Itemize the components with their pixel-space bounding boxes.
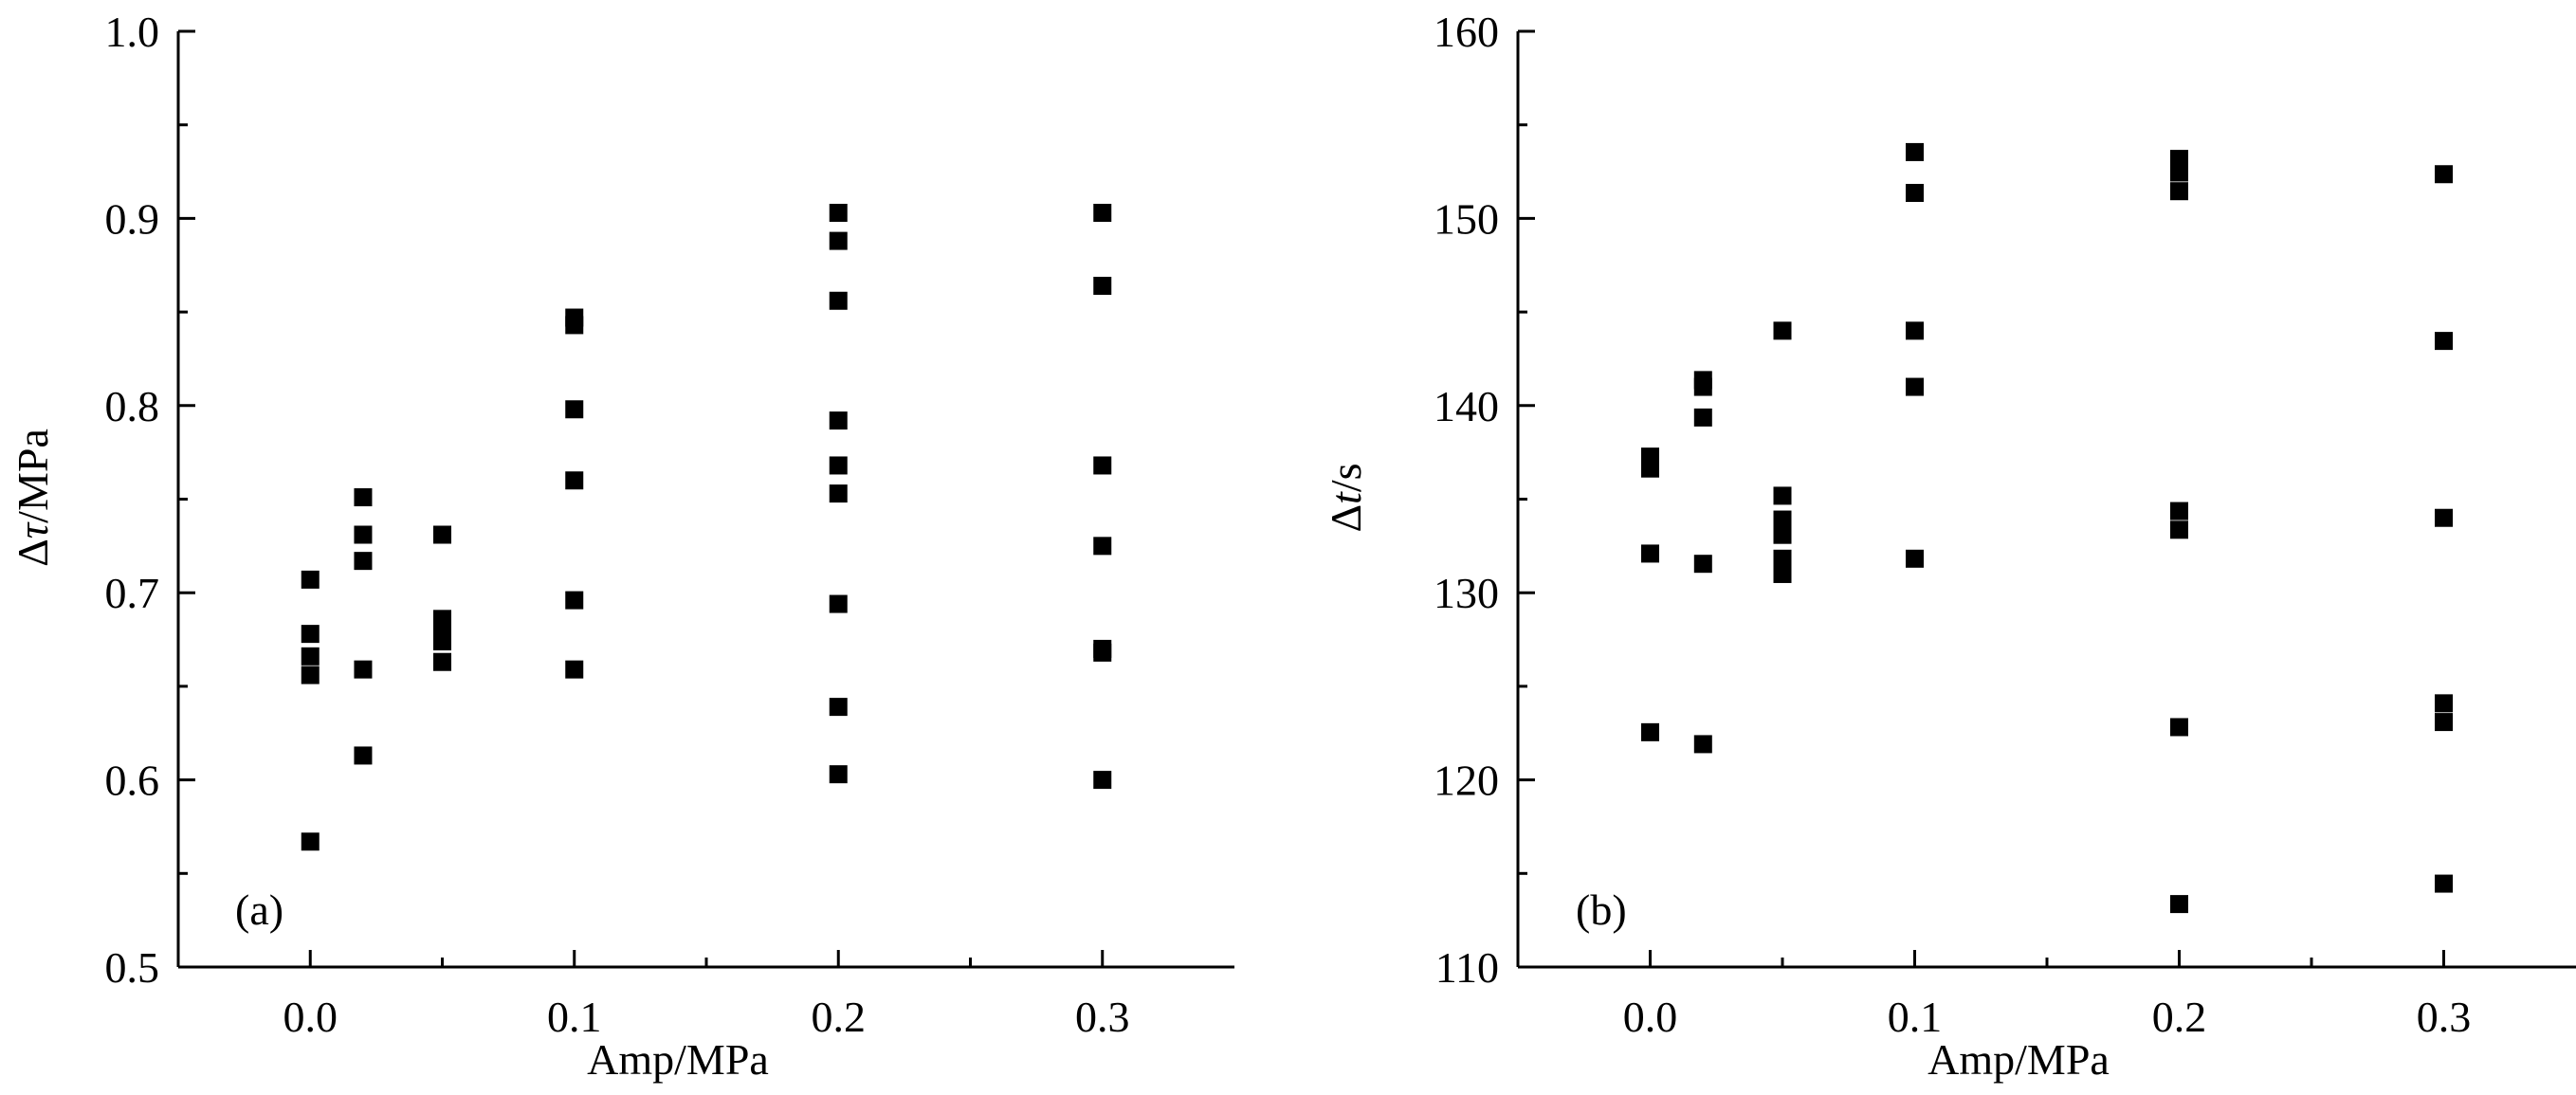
panel-b-data-point [1906, 183, 1924, 202]
panel-a-data-point [301, 647, 320, 666]
panel-b-data-point [2435, 165, 2453, 184]
panel-b-y-tick-label: 130 [1434, 569, 1499, 617]
panel-a-data-point [301, 625, 320, 644]
panel-a-y-tick-label: 0.8 [105, 382, 160, 430]
panel-b-ylabel-prefix: Δ [1322, 504, 1370, 533]
panel-b-plot: Δt/s 110 120 130 140 150 160 0.0 0.1 0.2 0.3 Amp/M… [1322, 8, 2576, 1084]
panel-a-ylabel-prefix: Δ [9, 538, 57, 567]
panel-b-data-point [2435, 713, 2453, 732]
panel-a-data-point [301, 832, 320, 851]
panel-a-ylabel-suffix: /MPa [9, 429, 57, 523]
panel-a-data-point [829, 594, 848, 613]
panel-a-data-point [301, 666, 320, 684]
panel-b-data-point [1773, 321, 1792, 340]
panel-a-data-point [829, 203, 848, 222]
panel-a-data-point [829, 291, 848, 310]
panel-b-x-tick-label: 0.2 [2152, 993, 2207, 1041]
panel-a-data-point [829, 411, 848, 430]
panel-a-data-point [1093, 276, 1112, 295]
panel-b-y-tick-label: 160 [1434, 8, 1499, 56]
panel-a-panel-label: (a) [235, 885, 283, 934]
panel-a-data-point [829, 484, 848, 503]
panel-b-x-tick-label: 0.1 [1888, 993, 1943, 1041]
panel-a-data-point [565, 591, 584, 610]
panel-a-y-tick-label: 1.0 [105, 8, 160, 56]
panel-a-data-point [1093, 771, 1112, 790]
panel-a-data-point [829, 698, 848, 717]
panel-b-data-point [1773, 510, 1792, 529]
panel-a-data-point [301, 570, 320, 589]
panel-b-y-tick-label: 150 [1434, 194, 1499, 243]
panel-b-data-point [1906, 377, 1924, 396]
panel-a-data-point [565, 660, 584, 679]
panel-b-xlabel: Amp/MPa [1927, 1035, 2110, 1084]
panel-a-y-tick-label: 0.5 [105, 943, 160, 992]
panel-b-data-point [2435, 694, 2453, 713]
panel-a-xlabel: Amp/MPa [587, 1035, 769, 1084]
panel-b-data-point [2170, 502, 2188, 520]
panel-b-data-point [2170, 718, 2188, 737]
panel-a-y-tick-label: 0.7 [105, 569, 160, 617]
panel-b-y-tick-label: 140 [1434, 382, 1499, 430]
panel-b-data-point [2435, 874, 2453, 893]
panel-a-data-point [829, 765, 848, 784]
panel-a-ylabel-symbol: τ [9, 521, 57, 538]
panel-b-data-point [2170, 182, 2188, 201]
panel-a-data-point [433, 652, 451, 671]
panel-b-ylabel-suffix: /s [1322, 463, 1370, 492]
panel-b-data-point [1906, 142, 1924, 161]
panel-b-data-point [2170, 895, 2188, 914]
panel-a-plot: Δτ/MPa 0.5 0.6 0.7 0.8 0.9 1.0 0.0 0.1 0.2 0.3 Amp… [9, 8, 1234, 1084]
panel-a-data-point [829, 456, 848, 475]
panel-b-data-point [1906, 321, 1924, 340]
panel-a-x-tick-label: 0.0 [283, 993, 338, 1041]
panel-a-data-point [433, 525, 451, 544]
panel-b-data-point [1693, 377, 1712, 396]
panel-b-data-point [2435, 508, 2453, 527]
panel-b-data-point [1693, 735, 1712, 754]
panel-a-data-point [433, 632, 451, 651]
panel-b-x-tick-label: 0.0 [1623, 993, 1678, 1041]
panel-b-data-point [2435, 332, 2453, 351]
panel-b-ylabel: Δt/s [1322, 463, 1370, 532]
panel-b-data-point [2170, 520, 2188, 539]
panel-a-data-point [354, 525, 373, 544]
panel-b-data-point [1906, 549, 1924, 568]
panel-b-data-point [1773, 525, 1792, 544]
panel-b-panel-label: (b) [1576, 885, 1627, 934]
panel-b-data-point [1773, 564, 1792, 583]
panel-a-data-point [565, 471, 584, 490]
panel-a-data-point [1093, 643, 1112, 662]
panel-b-x-tick-label: 0.3 [2417, 993, 2472, 1041]
panel-a-y-tick-label: 0.9 [105, 194, 160, 243]
panel-b-data-point [1641, 722, 1659, 741]
panel-a-data-point [354, 660, 373, 679]
panel-b-y-tick-label: 110 [1435, 943, 1499, 992]
panel-a-data-point [565, 400, 584, 419]
panel-b-data-point [1641, 544, 1659, 563]
panel-b-ylabel-symbol: t [1322, 491, 1370, 504]
panel-b-data-point [2170, 163, 2188, 182]
panel-b-y-tick-label: 120 [1434, 757, 1499, 805]
panel-a-data-point [829, 231, 848, 250]
panel-a-x-tick-label: 0.2 [812, 993, 867, 1041]
panel-b-data-point [1693, 555, 1712, 574]
panel-a-data-point [1093, 456, 1112, 475]
panel-a-data-point [565, 316, 584, 335]
panel-b-data-point [1773, 486, 1792, 505]
panel-a-ylabel: Δτ/MPa [9, 429, 57, 567]
panel-a-x-tick-label: 0.3 [1075, 993, 1130, 1041]
panel-a-x-tick-label: 0.1 [547, 993, 602, 1041]
panel-a-data-point [354, 552, 373, 571]
panel-a-data-point [354, 746, 373, 765]
panel-a-y-tick-label: 0.6 [105, 757, 160, 805]
panel-b-data-point [1693, 408, 1712, 427]
panel-a-data-point [1093, 537, 1112, 556]
panel-b-data-point [1773, 549, 1792, 568]
panel-a-data-point [354, 488, 373, 507]
panel-b-data-point [1641, 459, 1659, 478]
panel-a-data-point [1093, 203, 1112, 222]
panel-b-data-point [2170, 150, 2188, 169]
